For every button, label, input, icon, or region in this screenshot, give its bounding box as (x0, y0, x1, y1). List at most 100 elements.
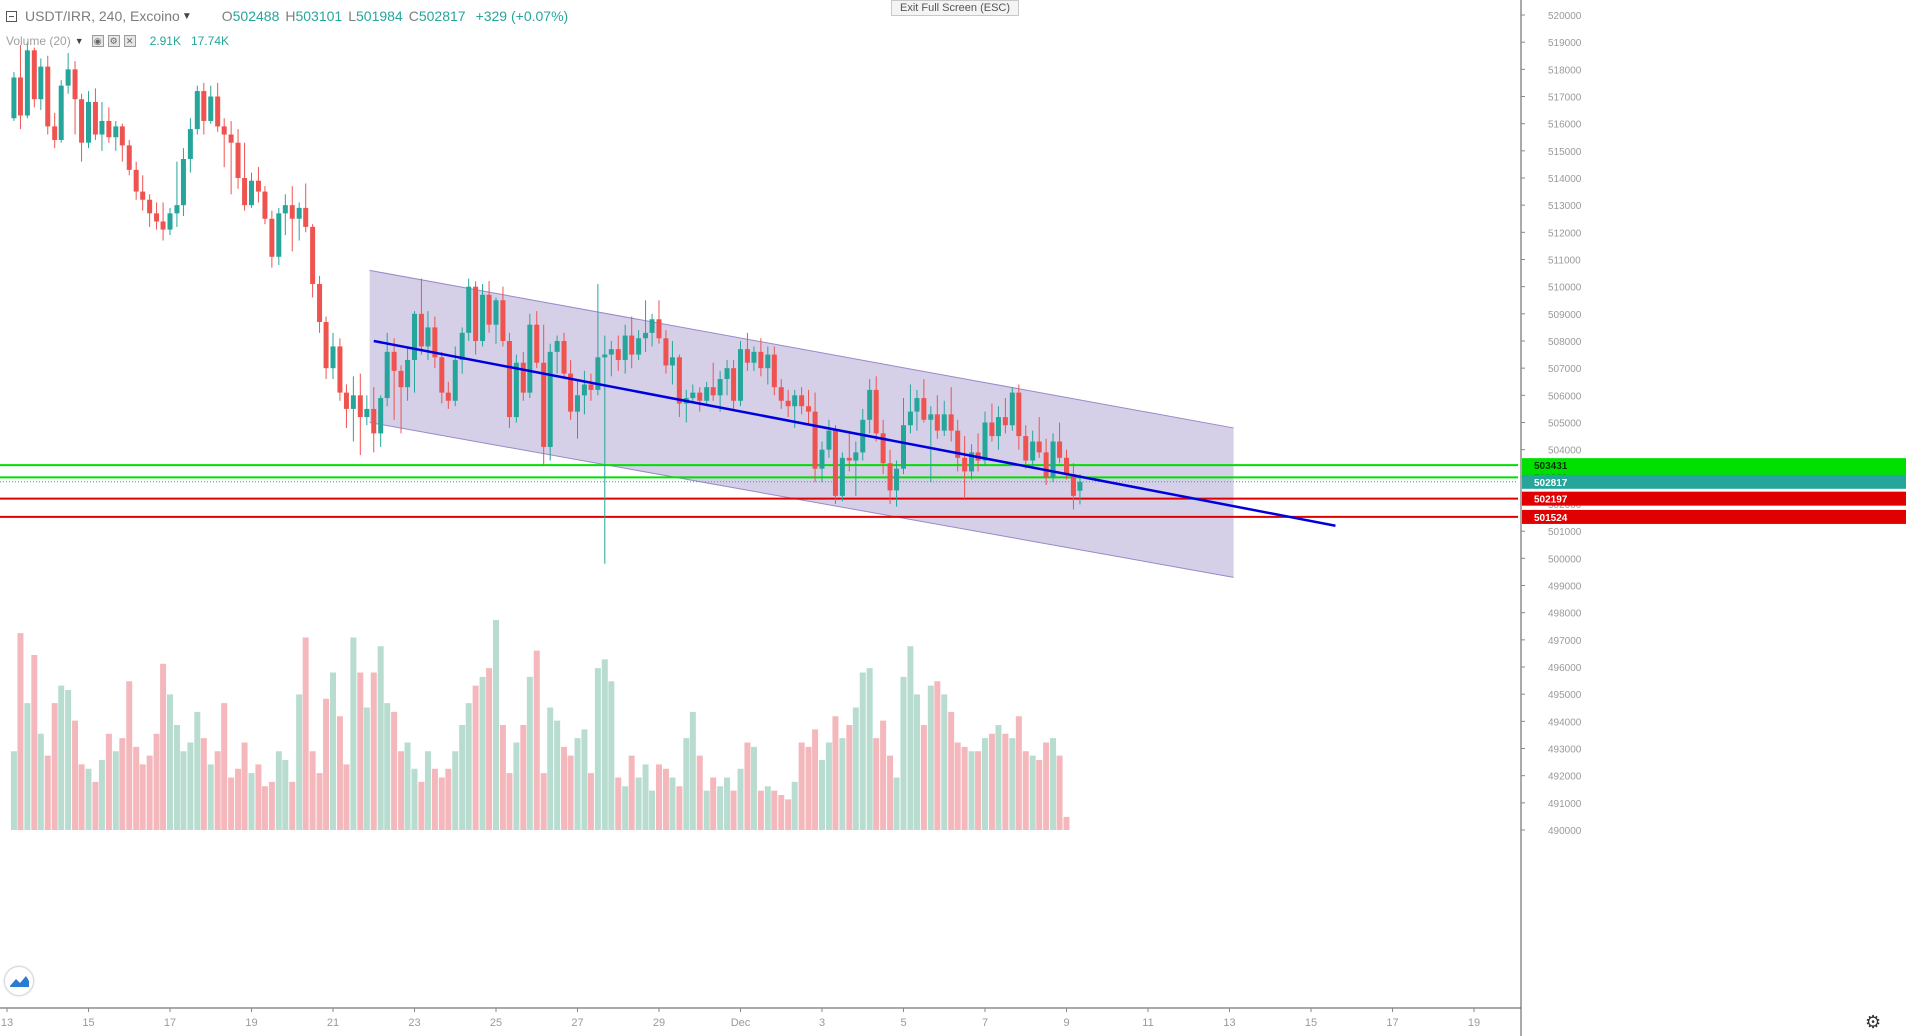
volume-bar (465, 703, 472, 830)
candle-body (846, 457, 852, 461)
volume-bar (1015, 716, 1022, 830)
volume-bar (934, 681, 941, 830)
volume-bar (710, 777, 717, 830)
candle-body (941, 414, 947, 431)
candle-body (1043, 452, 1049, 477)
candle-body (1064, 457, 1069, 475)
close-label: C (408, 8, 419, 24)
volume-bar (601, 659, 608, 830)
volume-bar (819, 760, 825, 830)
price-tick-label: 510000 (1548, 283, 1582, 294)
candle-body (785, 400, 791, 407)
eye-icon[interactable]: ◉ (91, 35, 104, 47)
volume-bar (479, 676, 486, 830)
candle (343, 384, 349, 428)
candle (731, 360, 737, 409)
volume-title[interactable]: Volume (20) (6, 34, 71, 48)
candle-body (561, 341, 567, 374)
candle-body (72, 69, 78, 100)
price-tick-label: 495000 (1548, 690, 1582, 701)
candle (262, 186, 268, 225)
volume-bar (255, 764, 262, 830)
volume-bar (1056, 755, 1063, 830)
candle-body (541, 362, 547, 447)
price-tick-label: 517000 (1548, 93, 1582, 104)
volume-bar (1029, 755, 1036, 830)
volume-bar (98, 760, 105, 830)
tradingview-logo[interactable] (4, 966, 34, 996)
candle (208, 85, 214, 124)
candle (72, 61, 78, 135)
volume-bar (119, 738, 126, 830)
close-icon[interactable]: ✕ (123, 35, 136, 47)
chevron-down-icon[interactable]: ▼ (74, 36, 84, 46)
volume-bar (866, 668, 873, 830)
volume-bar (961, 746, 968, 830)
candle (58, 80, 64, 143)
candle (480, 283, 486, 347)
candle-body (506, 341, 512, 418)
volume-bar (167, 694, 173, 830)
volume-bar (696, 755, 703, 830)
volume-bar (363, 707, 370, 830)
candle (995, 406, 1001, 450)
candle (1016, 384, 1022, 450)
exit-fullscreen-button[interactable]: Exit Full Screen (ESC) (891, 0, 1019, 16)
candle-body (99, 120, 105, 135)
candle (914, 389, 920, 431)
collapse-icon[interactable] (6, 10, 17, 22)
price-tick-label: 497000 (1548, 636, 1582, 647)
channel-lower-line (369, 422, 1234, 578)
price-tick-label: 518000 (1548, 65, 1582, 76)
low-label: L (348, 8, 356, 24)
close-value: 502817 (418, 8, 466, 24)
candle (771, 346, 777, 396)
candle-body (629, 335, 635, 355)
volume-bar (635, 777, 642, 830)
candle-body (269, 218, 275, 257)
candle-body (962, 457, 968, 472)
gear-icon[interactable]: ⚙ (1865, 1012, 1882, 1032)
candle-body (11, 77, 17, 119)
open-label: O (221, 8, 233, 24)
candle (17, 44, 23, 130)
candle-body (405, 360, 411, 388)
symbol-label[interactable]: USDT/IRR, 240, Excoino (25, 8, 180, 24)
candle (765, 346, 771, 385)
candle-body (873, 389, 879, 434)
volume-bar (968, 751, 975, 830)
volume-bar (846, 725, 853, 830)
settings-icon[interactable]: ⚙ (107, 35, 120, 47)
candle (133, 161, 139, 200)
candle (31, 47, 37, 108)
candle (412, 311, 417, 393)
candle (119, 123, 125, 162)
candle (391, 338, 397, 420)
volume-bar (656, 764, 662, 830)
volume-bar (744, 742, 751, 830)
candle-body (656, 319, 662, 339)
volume-pane (10, 620, 1070, 830)
candle (493, 297, 499, 344)
price-tick-label: 516000 (1548, 120, 1582, 131)
chevron-down-icon[interactable]: ▼ (181, 10, 192, 22)
candle-body (174, 205, 180, 214)
candle (180, 148, 186, 217)
candle-body (119, 126, 125, 146)
candle (160, 202, 166, 241)
volume-bar (493, 620, 499, 830)
candle (901, 398, 906, 475)
price-tick-label: 491000 (1548, 799, 1582, 810)
candle (955, 419, 961, 472)
candle (710, 362, 716, 401)
candle-body (282, 205, 288, 214)
candle-body (412, 313, 417, 361)
candle-body (452, 360, 458, 401)
candle (663, 330, 669, 374)
volume-bar (486, 668, 493, 830)
volume-bar (1022, 751, 1029, 830)
candle (636, 330, 642, 361)
candle (799, 387, 805, 415)
time-tick-label: 21 (327, 1017, 339, 1029)
